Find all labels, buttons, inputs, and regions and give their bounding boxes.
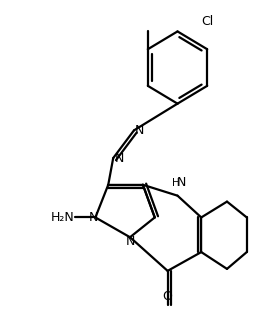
Text: N: N	[115, 151, 124, 165]
Text: Cl: Cl	[201, 15, 213, 28]
Text: N: N	[135, 124, 145, 137]
Text: N: N	[125, 235, 135, 248]
Text: N: N	[89, 211, 98, 224]
Text: N: N	[177, 176, 186, 189]
Text: O: O	[163, 290, 173, 303]
Text: H: H	[172, 178, 180, 188]
Text: H₂N: H₂N	[51, 211, 75, 224]
